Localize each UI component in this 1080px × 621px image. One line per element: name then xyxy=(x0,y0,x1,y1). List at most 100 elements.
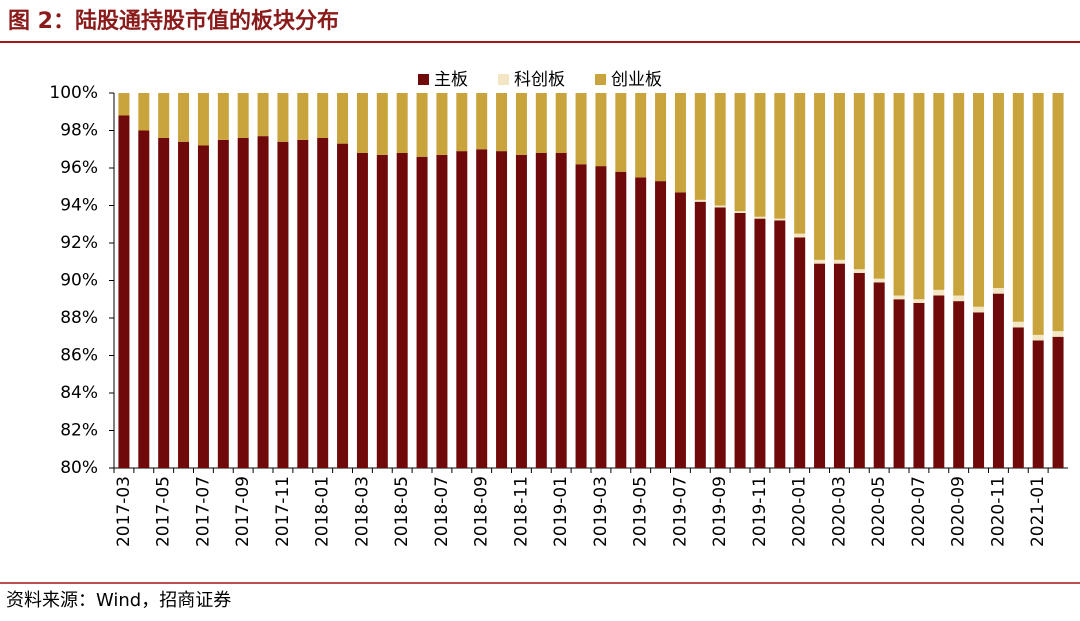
bar-segment xyxy=(714,207,726,468)
x-tick-label: 2020-03 xyxy=(829,476,849,547)
bar-segment xyxy=(992,293,1004,468)
bar-segment xyxy=(893,299,905,468)
x-tick-label: 2020-09 xyxy=(949,476,969,547)
bar-segment xyxy=(953,93,965,296)
bar-segment xyxy=(694,201,706,468)
bar-segment xyxy=(277,141,289,468)
bar-segment xyxy=(754,93,766,217)
bar-segment xyxy=(158,138,170,468)
x-tick-label: 2019-05 xyxy=(631,476,651,547)
bar-segment xyxy=(674,93,686,193)
bar-segment xyxy=(734,93,746,212)
bar-segment xyxy=(436,154,448,468)
x-tick-label: 2019-09 xyxy=(710,476,730,547)
x-tick-label: 2018-05 xyxy=(392,476,412,547)
y-tick-label: 88% xyxy=(60,308,98,328)
bar-segment xyxy=(138,93,150,131)
bar-segment xyxy=(1032,93,1044,335)
bar-segment xyxy=(913,299,925,303)
x-tick-label: 2019-03 xyxy=(591,476,611,547)
bar-segment xyxy=(436,93,448,155)
bar-segment xyxy=(138,130,150,468)
bar-segment xyxy=(893,295,905,300)
bar-segment xyxy=(714,205,726,208)
bar-segment xyxy=(515,93,527,155)
bar-segment xyxy=(694,199,706,202)
bar-segment xyxy=(456,93,468,152)
legend-label: 主板 xyxy=(434,70,468,90)
bar-segment xyxy=(396,153,408,468)
bar-segment xyxy=(853,93,865,270)
bar-segment xyxy=(1012,93,1024,322)
bar-segment xyxy=(992,93,1004,288)
bar-segment xyxy=(933,289,945,296)
bar-segment xyxy=(257,93,269,137)
x-tick-label: 2020-07 xyxy=(909,476,929,547)
bar-segment xyxy=(694,93,706,200)
bar-segment xyxy=(833,259,845,264)
x-tick-label: 2020-01 xyxy=(790,476,810,547)
bar-segment xyxy=(277,93,289,142)
x-tick-label: 2020-11 xyxy=(988,476,1008,547)
bar-segment xyxy=(416,93,428,157)
bar-segment xyxy=(197,145,209,468)
bar-segment xyxy=(356,93,368,153)
bar-segment xyxy=(615,171,627,468)
bar-segment xyxy=(794,237,806,468)
bar-segment xyxy=(754,216,766,219)
x-tick-label: 2019-01 xyxy=(551,476,571,547)
bar-segment xyxy=(1052,93,1064,332)
bar-segment xyxy=(515,154,527,468)
bar-segment xyxy=(1052,331,1064,337)
bar-segment xyxy=(396,93,408,153)
y-tick-label: 84% xyxy=(60,383,98,403)
bar-segment xyxy=(337,143,349,468)
bar-segment xyxy=(317,93,329,138)
legend-swatch xyxy=(595,74,606,85)
bar-segment xyxy=(674,192,686,468)
source-note: 资料来源：Wind，招商证券 xyxy=(6,590,231,611)
bar-segment xyxy=(992,288,1004,294)
bar-segment xyxy=(833,263,845,468)
bar-segment xyxy=(237,138,249,468)
bar-segment xyxy=(1012,327,1024,468)
bar-segment xyxy=(337,93,349,144)
bar-segment xyxy=(118,93,130,116)
bar-segment xyxy=(953,301,965,468)
bar-segment xyxy=(814,259,826,264)
bar-segment xyxy=(774,220,786,468)
bar-segment xyxy=(376,93,388,155)
bar-segment xyxy=(237,93,249,138)
bar-segment xyxy=(535,93,547,153)
legend-swatch xyxy=(498,74,509,85)
bar-segment xyxy=(297,93,309,140)
y-tick-label: 92% xyxy=(60,233,98,253)
bar-segment xyxy=(814,93,826,260)
bar-segment xyxy=(555,93,567,153)
bar-segment xyxy=(734,213,746,468)
bar-segment xyxy=(814,263,826,468)
bar-segment xyxy=(615,93,627,172)
x-tick-label: 2018-11 xyxy=(511,476,531,547)
bar-segment xyxy=(118,115,130,468)
x-tick-label: 2017-09 xyxy=(233,476,253,547)
bar-segment xyxy=(1012,321,1024,328)
bar-segment xyxy=(476,93,488,150)
bar-segment xyxy=(873,278,885,283)
bar-segment xyxy=(774,218,786,221)
y-tick-label: 80% xyxy=(60,458,98,478)
bar-segment xyxy=(376,154,388,468)
bar-segment xyxy=(1032,334,1044,341)
x-tick-label: 2018-09 xyxy=(472,476,492,547)
bar-segment xyxy=(535,153,547,468)
bar-segment xyxy=(317,138,329,468)
bar-segment xyxy=(655,181,667,468)
bar-segment xyxy=(794,93,806,234)
bar-segment xyxy=(178,141,190,468)
y-tick-label: 86% xyxy=(60,346,98,366)
bar-segment xyxy=(496,93,508,152)
y-tick-label: 100% xyxy=(49,83,98,103)
x-tick-label: 2021-01 xyxy=(1028,476,1048,547)
bar-segment xyxy=(356,153,368,468)
bar-segment xyxy=(158,93,170,138)
